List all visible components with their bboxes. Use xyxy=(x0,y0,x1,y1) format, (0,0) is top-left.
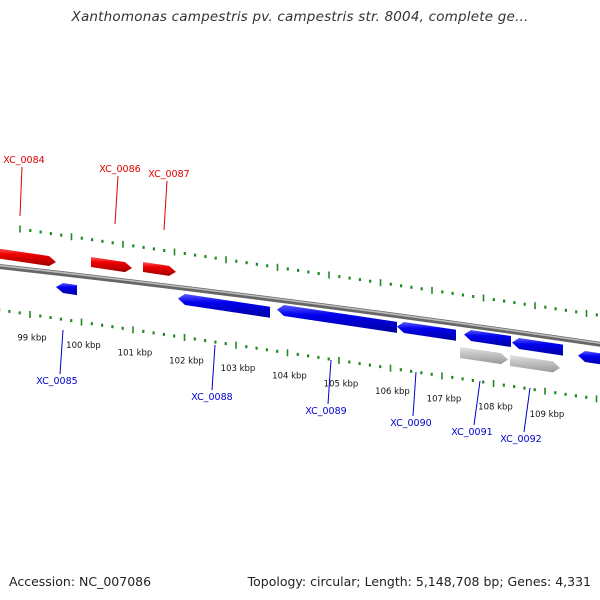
gene-XC_0087-arrow xyxy=(143,262,176,276)
kbp-label: 106 kbp xyxy=(375,387,410,397)
backbone-highlight xyxy=(0,264,600,345)
kbp-label: 101 kbp xyxy=(118,349,153,359)
feature-gray-1 xyxy=(460,347,508,365)
gene-XC_0091-arrow xyxy=(464,330,511,348)
gene-XC_0088-arrow xyxy=(178,294,270,318)
kbp-label: 105 kbp xyxy=(324,379,359,389)
gene-label-XC_0089: XC_0089 xyxy=(305,406,346,417)
backbone-line xyxy=(0,264,600,347)
gene-leader-line xyxy=(59,329,64,375)
label-layer: 99 kbp 100 kbp 101 kbp 102 kbp 103 kbp 104 kb… xyxy=(3,155,564,445)
feature-layer xyxy=(0,248,600,373)
gene-label-XC_0084: XC_0084 xyxy=(3,155,44,166)
kbp-label: 99 kbp xyxy=(17,333,46,343)
gene-label-XC_0091: XC_0091 xyxy=(451,427,492,438)
backbone-layer xyxy=(0,264,600,347)
gene-label-XC_0087: XC_0087 xyxy=(148,169,189,180)
gene-leader-line xyxy=(211,344,216,391)
kbp-label: 100 kbp xyxy=(66,341,101,351)
gene-XC_0084-arrow xyxy=(0,248,56,267)
kbp-label: 104 kbp xyxy=(272,372,307,382)
gene-leader-line xyxy=(412,371,417,417)
gene-leader-line xyxy=(473,380,481,426)
gene-leader-line xyxy=(19,166,23,217)
kbp-label: 102 kbp xyxy=(169,356,204,366)
gene-next-arrow xyxy=(578,351,600,365)
kbp-label: 103 kbp xyxy=(221,364,256,374)
gene-XC_0092-arrow xyxy=(512,338,563,356)
gene-leader-line xyxy=(163,180,168,231)
gene-leader-line xyxy=(523,387,531,433)
gene-XC_0089-arrow xyxy=(277,305,397,333)
gene-label-XC_0088: XC_0088 xyxy=(191,392,232,403)
kbp-label: 107 kbp xyxy=(427,395,462,405)
gene-leader-line xyxy=(114,175,119,225)
gene-label-XC_0090: XC_0090 xyxy=(390,418,431,429)
kbp-label: 109 kbp xyxy=(530,410,565,420)
feature-gray-2 xyxy=(510,355,560,373)
accession-text: Accession: NC_007086 xyxy=(9,574,152,589)
gene-leader-line xyxy=(327,359,332,405)
gene-XC_0086-arrow xyxy=(91,257,132,273)
gene-XC_0089b-arrow xyxy=(397,322,456,341)
map-title: Xanthomonas campestris pv. campestris st… xyxy=(71,9,529,25)
kbp-label: 108 kbp xyxy=(478,402,513,412)
tick-layer xyxy=(0,225,598,403)
gene-XC_0085-arrow xyxy=(56,283,77,296)
gene-label-XC_0092: XC_0092 xyxy=(500,434,541,445)
gene-label-XC_0085: XC_0085 xyxy=(36,376,77,387)
gene-label-XC_0086: XC_0086 xyxy=(99,164,140,175)
topology-text: Topology: circular; Length: 5,148,708 bp… xyxy=(247,574,591,589)
